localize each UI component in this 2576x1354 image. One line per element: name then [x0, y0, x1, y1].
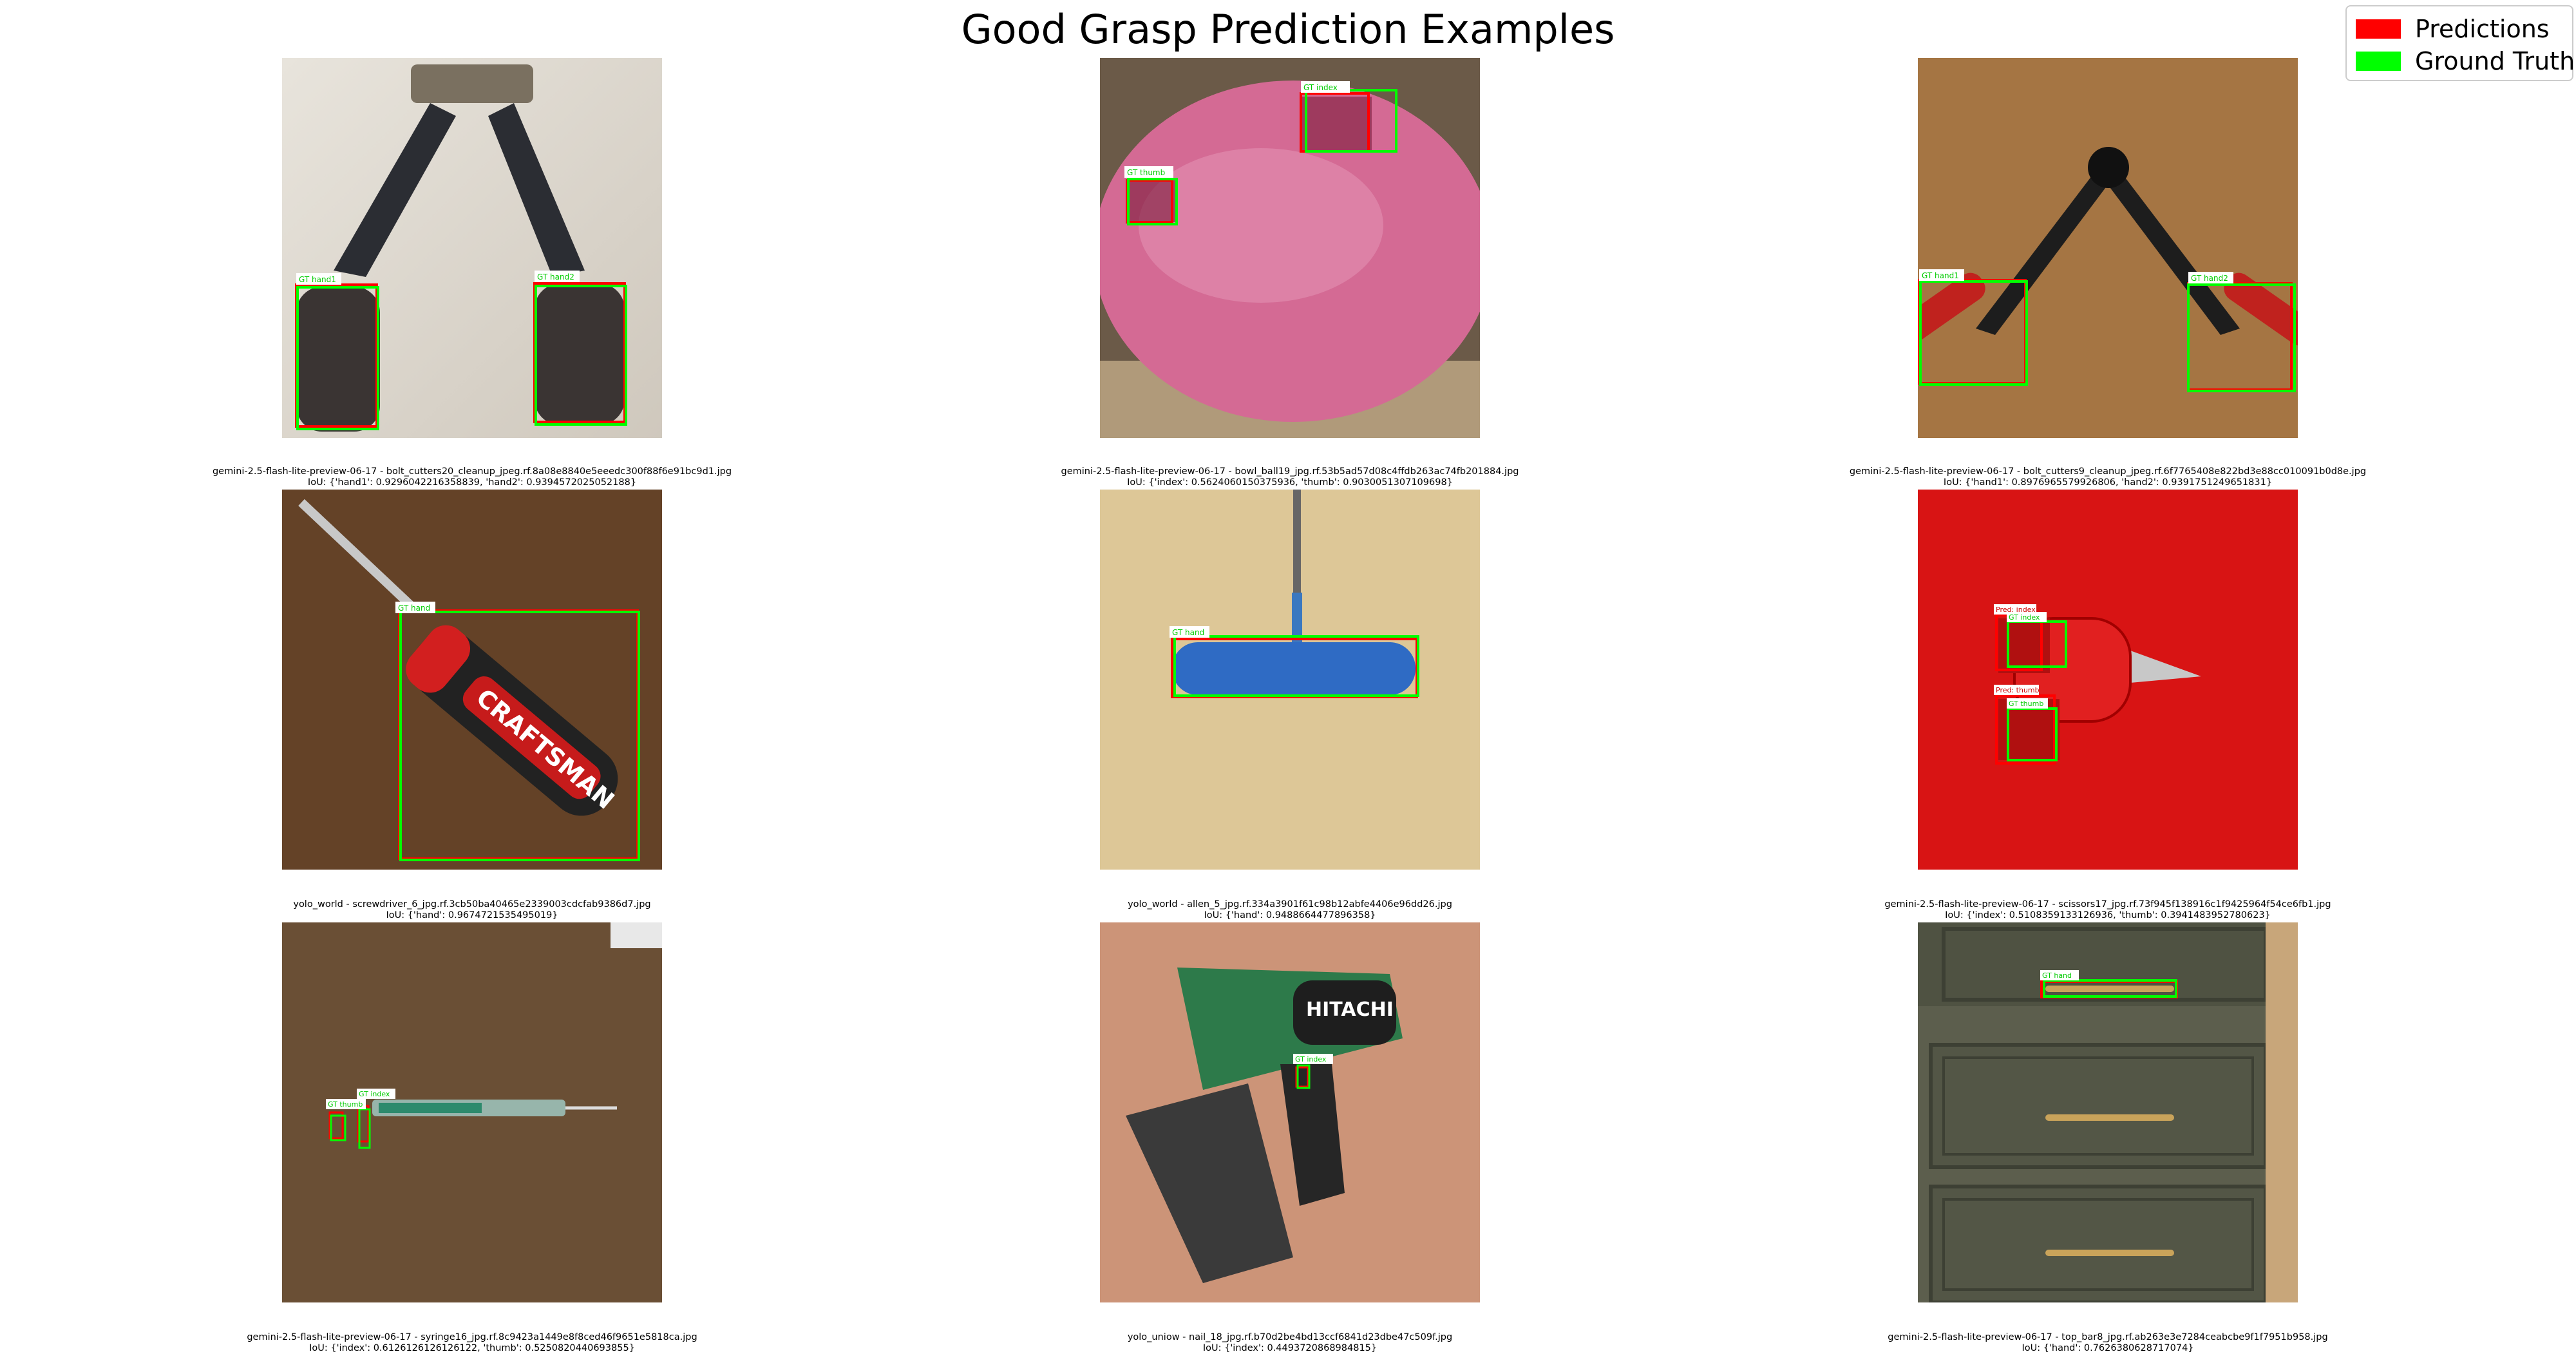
- legend-item-ground-truth: Ground Truth: [2356, 47, 2575, 75]
- figure-title: Good Grasp Prediction Examples: [961, 6, 1615, 53]
- brand-text: HITACHI: [1306, 998, 1394, 1021]
- legend-item-predictions: Predictions: [2356, 15, 2550, 43]
- image-syringe: GT thumb GT index: [282, 922, 662, 1302]
- image-nail-gun: HITACHI GT index: [1100, 922, 1480, 1302]
- caption-bolt-cutters9: gemini-2.5-flash-lite-preview-06-17 - bo…: [1689, 466, 2526, 488]
- caption-syringe16: gemini-2.5-flash-lite-preview-06-17 - sy…: [53, 1332, 891, 1354]
- filename: gemini-2.5-flash-lite-preview-06-17 - sc…: [1884, 899, 2331, 910]
- image-screwdriver: CRAFTSMAN GT hand: [282, 490, 662, 870]
- box-label-gt-hand: GT hand: [398, 604, 430, 613]
- panel-bolt-cutters20: GT hand1 GT hand2: [282, 58, 662, 438]
- filename: gemini-2.5-flash-lite-preview-06-17 - bo…: [212, 466, 732, 477]
- iou-text: IoU: {'index': 0.6126126126126122, 'thum…: [309, 1343, 635, 1353]
- box-label-gt-hand1: GT hand1: [1922, 271, 1959, 280]
- box-label-gt-index: GT index: [359, 1090, 390, 1098]
- iou-text: IoU: {'hand': 0.9674721535495019}: [386, 910, 558, 920]
- panel-screwdriver-6: CRAFTSMAN GT hand: [282, 490, 662, 870]
- caption-scissors17: gemini-2.5-flash-lite-preview-06-17 - sc…: [1689, 899, 2526, 921]
- image-bowling-ball: GT index GT thumb: [1100, 58, 1480, 438]
- caption-bowl-ball19: gemini-2.5-flash-lite-preview-06-17 - bo…: [871, 466, 1709, 488]
- iou-text: IoU: {'index': 0.5108359133126936, 'thum…: [1945, 910, 2271, 920]
- iou-text: IoU: {'hand': 0.7626380628717074}: [2022, 1343, 2194, 1353]
- panel-bowl-ball19: GT index GT thumb: [1100, 58, 1480, 438]
- iou-text: IoU: {'index': 0.5624060150375936, 'thum…: [1127, 477, 1453, 488]
- box-label-pred-index: Pred: index: [1996, 605, 2036, 614]
- iou-text: IoU: {'hand': 0.9488664477896358}: [1204, 910, 1376, 920]
- box-label-gt-hand1: GT hand1: [299, 275, 336, 284]
- caption-nail-18: yolo_uniow - nail_18_jpg.rf.b70d2be4bd13…: [871, 1332, 1709, 1354]
- filename: gemini-2.5-flash-lite-preview-06-17 - bo…: [1061, 466, 1519, 477]
- box-label-gt-index: GT index: [2009, 613, 2040, 622]
- panel-top-bar8: GT hand: [1918, 922, 2298, 1302]
- legend-swatch-ground-truth: [2356, 52, 2401, 71]
- box-label-gt-hand: GT hand: [2042, 971, 2072, 980]
- legend-label-predictions: Predictions: [2415, 15, 2550, 43]
- filename: gemini-2.5-flash-lite-preview-06-17 - to…: [1888, 1332, 2328, 1342]
- caption-allen-5: yolo_world - allen_5_jpg.rf.334a3901f61c…: [871, 899, 1709, 921]
- box-label-gt-thumb: GT thumb: [2009, 700, 2043, 708]
- box-label-gt-thumb: GT thumb: [1127, 168, 1165, 177]
- legend-swatch-predictions: [2356, 19, 2401, 39]
- filename: gemini-2.5-flash-lite-preview-06-17 - sy…: [247, 1332, 697, 1342]
- caption-screwdriver-6: yolo_world - screwdriver_6_jpg.rf.3cb50b…: [53, 899, 891, 921]
- filename: yolo_world - screwdriver_6_jpg.rf.3cb50b…: [293, 899, 651, 910]
- image-bolt-cutters-red: GT hand1 GT hand2: [1918, 58, 2298, 438]
- legend-label-ground-truth: Ground Truth: [2415, 47, 2575, 75]
- box-label-gt-index: GT index: [1295, 1055, 1327, 1063]
- panel-scissors17: Pred: index GT index Pred: thumb GT thum…: [1918, 490, 2298, 870]
- iou-text: IoU: {'hand1': 0.9296042216358839, 'hand…: [307, 477, 637, 488]
- box-label-gt-hand2: GT hand2: [537, 272, 574, 281]
- iou-text: IoU: {'hand1': 0.8976965579926806, 'hand…: [1943, 477, 2273, 488]
- caption-bolt-cutters20: gemini-2.5-flash-lite-preview-06-17 - bo…: [53, 466, 891, 488]
- image-scissors: Pred: index GT index Pred: thumb GT thum…: [1918, 490, 2298, 870]
- filename: gemini-2.5-flash-lite-preview-06-17 - bo…: [1849, 466, 2367, 477]
- legend: Predictions Ground Truth: [2345, 5, 2575, 81]
- filename: yolo_uniow - nail_18_jpg.rf.b70d2be4bd13…: [1127, 1332, 1453, 1342]
- panel-nail-18: HITACHI GT index: [1100, 922, 1480, 1302]
- panel-allen-5: GT hand: [1100, 490, 1480, 870]
- iou-text: IoU: {'index': 0.4493720868984815}: [1202, 1343, 1378, 1353]
- caption-top-bar8: gemini-2.5-flash-lite-preview-06-17 - to…: [1689, 1332, 2526, 1354]
- image-bolt-cutters-tan: GT hand1 GT hand2: [282, 58, 662, 438]
- box-label-gt-index: GT index: [1303, 83, 1338, 92]
- filename: yolo_world - allen_5_jpg.rf.334a3901f61c…: [1128, 899, 1452, 910]
- box-label-pred-thumb: Pred: thumb: [1996, 686, 2040, 694]
- image-drawer-handle: GT hand: [1918, 922, 2298, 1302]
- panel-syringe16: GT thumb GT index: [282, 922, 662, 1302]
- box-label-gt-thumb: GT thumb: [328, 1100, 363, 1109]
- image-allen-key: GT hand: [1100, 490, 1480, 870]
- box-label-gt-hand: GT hand: [1172, 628, 1204, 637]
- panel-bolt-cutters9: GT hand1 GT hand2: [1918, 58, 2298, 438]
- box-label-gt-hand2: GT hand2: [2191, 274, 2228, 283]
